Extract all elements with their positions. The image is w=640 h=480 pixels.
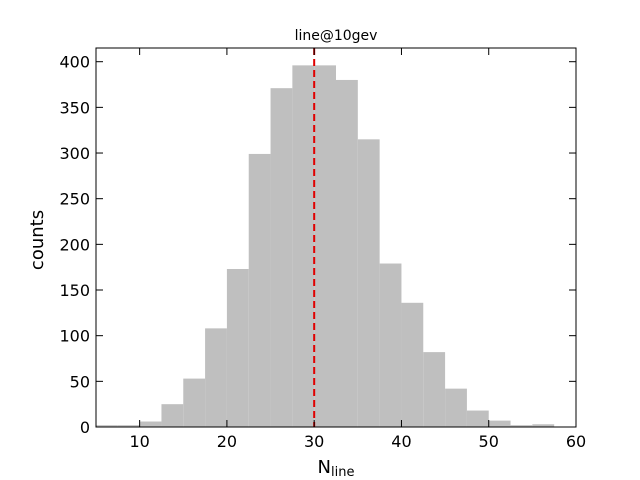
bar xyxy=(96,425,118,427)
bar xyxy=(139,421,162,427)
bar xyxy=(532,424,555,427)
bar xyxy=(336,79,358,427)
y-tick-label: 0 xyxy=(80,418,90,437)
y-tick-label: 150 xyxy=(59,281,90,300)
bar xyxy=(401,302,424,427)
plot-frame xyxy=(95,47,577,428)
bar xyxy=(248,153,271,427)
bar xyxy=(117,425,140,427)
y-tick-label: 350 xyxy=(59,98,90,117)
y-axis-label: counts xyxy=(27,210,48,270)
bar xyxy=(292,65,315,427)
bar xyxy=(314,65,336,427)
bar xyxy=(270,88,293,427)
x-tick-label: 50 xyxy=(479,432,499,451)
x-tick-label: 20 xyxy=(217,432,237,451)
chart-title: line@10gev xyxy=(295,28,378,44)
bar xyxy=(183,378,206,427)
x-label-main: N xyxy=(318,457,331,478)
bar xyxy=(423,352,446,427)
y-tick-label: 400 xyxy=(59,53,90,72)
x-tick-label: 30 xyxy=(304,432,324,451)
y-tick-label: 50 xyxy=(70,372,90,391)
y-tick-label: 200 xyxy=(59,235,90,254)
y-tick-label: 250 xyxy=(59,190,90,209)
bar xyxy=(226,269,249,427)
bar xyxy=(466,410,489,427)
bar xyxy=(205,328,227,427)
x-tick-label: 10 xyxy=(129,432,149,451)
bar xyxy=(357,139,380,427)
y-tick-label: 100 xyxy=(59,327,90,346)
x-axis-label: Nline xyxy=(318,457,355,480)
bar xyxy=(510,425,533,427)
bar xyxy=(445,388,467,427)
y-tick-label: 300 xyxy=(59,144,90,163)
bar xyxy=(161,404,184,427)
x-label-subscript: line xyxy=(331,465,354,480)
bar xyxy=(488,420,511,427)
x-tick-label: 60 xyxy=(566,432,586,451)
x-tick-label: 40 xyxy=(391,432,411,451)
bar xyxy=(379,263,402,427)
